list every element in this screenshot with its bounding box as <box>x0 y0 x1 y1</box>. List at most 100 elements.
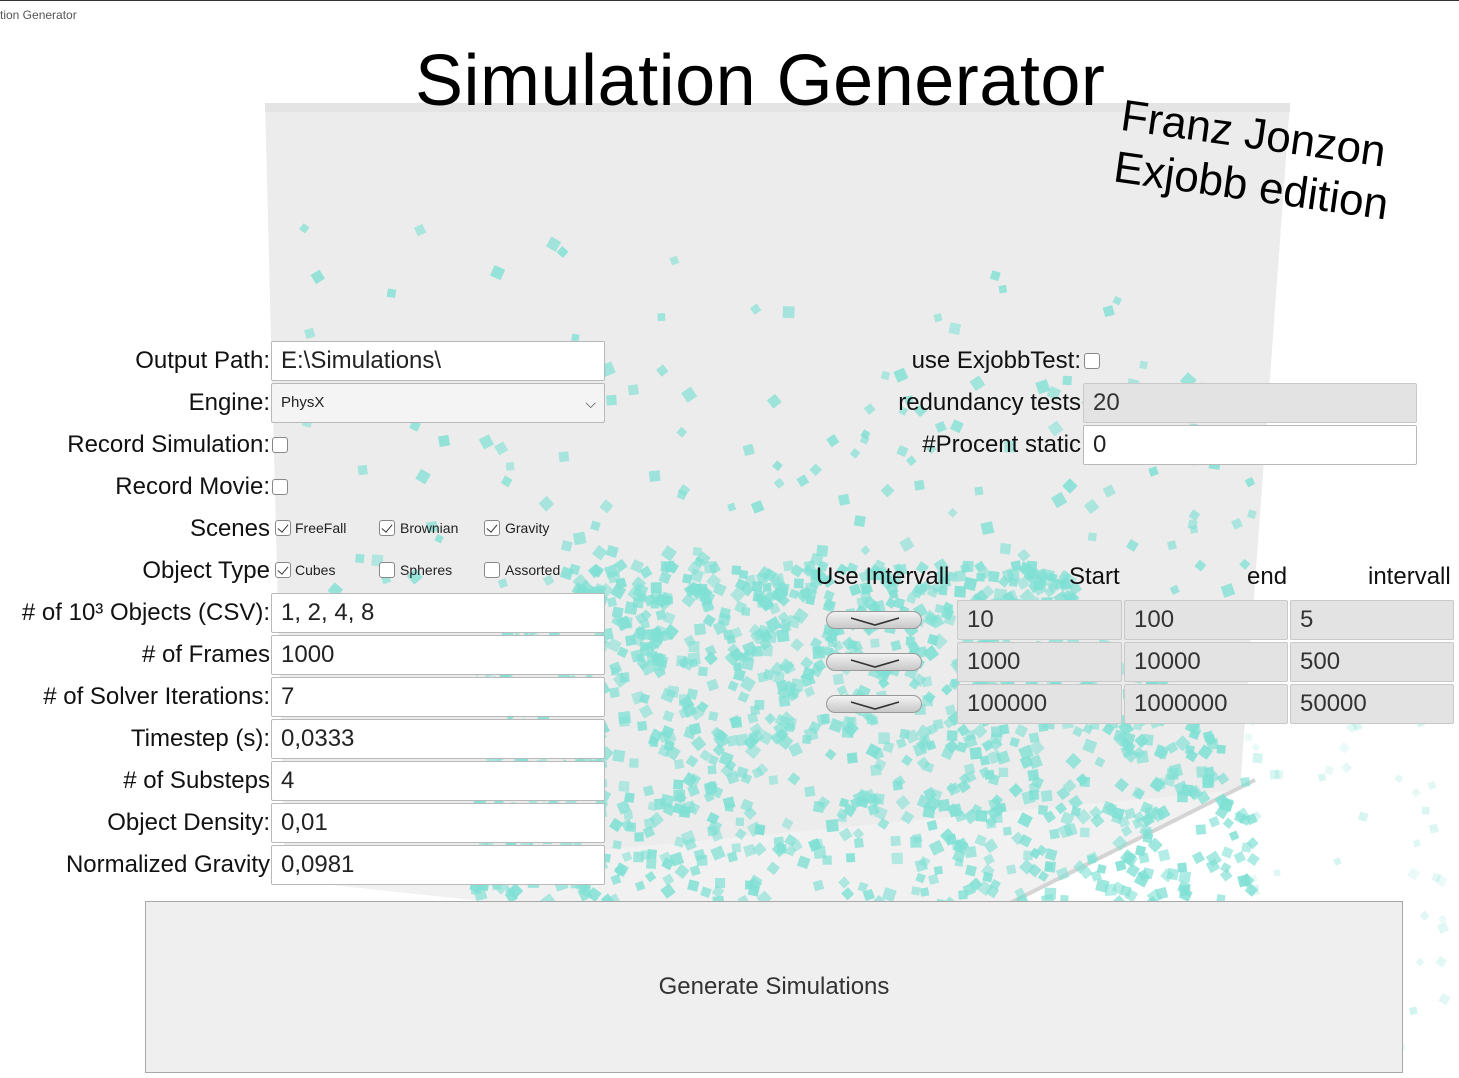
cube-particle <box>983 838 999 854</box>
record-simulation-checkbox[interactable] <box>272 437 288 453</box>
cube-particle <box>619 672 630 683</box>
use-intervall-toggle-1[interactable] <box>826 611 922 629</box>
cube-particle <box>1333 857 1342 866</box>
cube-particle <box>664 744 681 761</box>
cube-particle <box>734 828 747 840</box>
cube-particle <box>1102 305 1115 318</box>
cube-particle <box>634 880 646 892</box>
cube-particle <box>624 601 639 616</box>
engine-select[interactable]: PhysX ⌵ <box>271 383 605 423</box>
cube-particle <box>1079 827 1090 838</box>
cube-particle <box>898 406 909 416</box>
object-density-input[interactable]: 0,01 <box>271 803 605 843</box>
substeps-input[interactable]: 4 <box>271 761 605 801</box>
cube-particle <box>688 773 702 786</box>
cube-particle <box>732 668 746 682</box>
procent-static-input[interactable]: 0 <box>1083 425 1417 465</box>
cube-particle <box>489 265 506 281</box>
cube-particle <box>808 577 821 590</box>
cube-particle <box>662 710 675 722</box>
cube-particle <box>860 591 873 604</box>
cube-particle <box>857 881 869 893</box>
cube-particle <box>1244 733 1253 741</box>
cube-particle <box>500 475 513 488</box>
cube-particle <box>781 817 794 830</box>
interval-end-input[interactable]: 100 <box>1124 600 1288 640</box>
cube-particle <box>824 748 837 761</box>
cube-particle <box>1239 813 1252 826</box>
cube-particle <box>685 754 699 768</box>
cube-particle <box>676 426 688 438</box>
interval-start-input[interactable]: 100000 <box>957 684 1122 724</box>
cube-particle <box>1144 807 1157 819</box>
cube-particle <box>710 785 724 799</box>
use-intervall-toggle-3[interactable] <box>826 695 922 713</box>
generate-simulations-button[interactable]: Generate Simulations <box>145 901 1403 1073</box>
cube-particle <box>1184 744 1195 755</box>
scene-gravity-checkbox[interactable] <box>484 520 500 536</box>
cube-particle <box>1169 584 1180 595</box>
redundancy-tests-input[interactable]: 20 <box>1083 383 1417 423</box>
solver-iterations-label: # of Solver Iterations: <box>43 683 270 710</box>
cube-particle <box>1019 755 1034 770</box>
cube-particle <box>659 793 675 809</box>
use-exjobbtest-checkbox[interactable] <box>1084 353 1100 369</box>
cube-particle <box>1419 910 1430 921</box>
cube-particle <box>1428 823 1439 834</box>
object-cubes-checkbox[interactable] <box>275 562 291 578</box>
cube-particle <box>750 705 760 716</box>
interval-start-input[interactable]: 1000 <box>957 642 1122 682</box>
interval-end-input[interactable]: 10000 <box>1124 642 1288 682</box>
cube-particle <box>927 873 940 886</box>
cube-particle <box>1062 778 1077 793</box>
interval-end-input[interactable]: 1000000 <box>1124 684 1288 724</box>
cube-particle <box>1055 866 1070 881</box>
cube-particle <box>816 713 830 727</box>
frames-input[interactable]: 1000 <box>271 635 605 675</box>
cube-particle <box>1035 844 1048 857</box>
cube-particle <box>1168 763 1184 778</box>
cube-particle <box>1035 379 1051 395</box>
cube-particle <box>590 563 605 578</box>
cube-particle <box>1341 762 1353 774</box>
cube-particle <box>770 731 784 745</box>
record-movie-checkbox[interactable] <box>272 479 288 495</box>
solver-iterations-input[interactable]: 7 <box>271 677 605 717</box>
use-exjobbtest-label: use ExjobbTest: <box>911 347 1081 374</box>
object-spheres-checkbox[interactable] <box>379 562 395 578</box>
interval-step-input[interactable]: 500 <box>1290 642 1454 682</box>
cube-particle <box>1114 777 1129 793</box>
frames-label: # of Frames <box>141 641 270 668</box>
cube-particle <box>650 582 662 594</box>
cube-particle <box>1057 823 1074 839</box>
interval-start-input[interactable]: 10 <box>957 600 1122 640</box>
normalized-gravity-input[interactable]: 0,0981 <box>271 845 605 885</box>
cube-particle <box>867 793 883 809</box>
cube-particle <box>905 455 917 467</box>
objects-count-input[interactable]: 1, 2, 4, 8 <box>271 593 605 633</box>
cube-particle <box>1033 580 1044 591</box>
timestep-input[interactable]: 0,0333 <box>271 719 605 759</box>
cube-particle <box>817 560 829 572</box>
cube-particle <box>1139 360 1149 370</box>
cube-particle <box>386 288 397 299</box>
cube-particle <box>1435 955 1448 968</box>
cube-particle <box>782 560 794 572</box>
cube-particle <box>727 680 739 692</box>
interval-step-input[interactable]: 50000 <box>1290 684 1454 724</box>
cube-particle <box>743 806 757 820</box>
cube-particle <box>355 553 365 564</box>
scene-freefall-checkbox[interactable] <box>275 520 291 536</box>
cube-particle <box>852 827 865 840</box>
cube-particle <box>989 737 1003 751</box>
object-assorted-checkbox[interactable] <box>484 562 500 578</box>
use-intervall-toggle-2[interactable] <box>826 653 922 671</box>
output-path-input[interactable]: E:\Simulations\ <box>271 341 605 381</box>
scene-brownian-checkbox[interactable] <box>379 520 395 536</box>
cube-particle <box>689 865 701 877</box>
cube-particle <box>980 521 995 536</box>
cube-particle <box>645 858 657 870</box>
cube-particle <box>744 742 762 760</box>
cube-particle <box>963 763 976 775</box>
interval-step-input[interactable]: 5 <box>1290 600 1454 640</box>
